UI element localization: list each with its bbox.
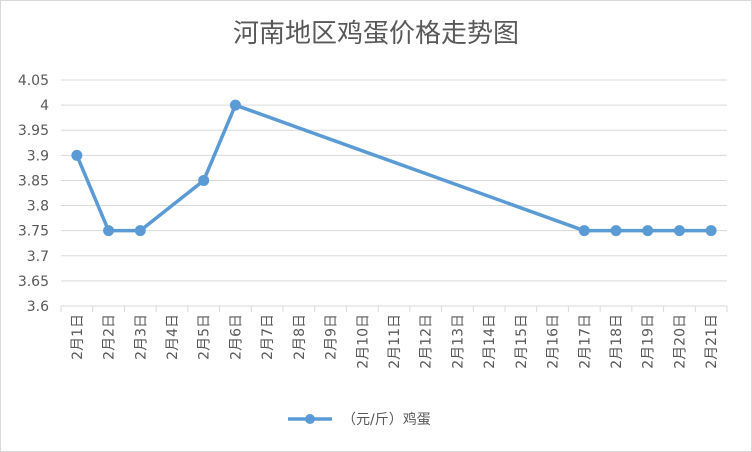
data-point — [229, 99, 241, 111]
x-tick-label: 2月3日 — [133, 314, 149, 360]
x-tick-label: 2月12日 — [419, 314, 435, 369]
x-tick-label: 2月11日 — [387, 314, 403, 369]
y-tick-label: 3.7 — [27, 249, 49, 265]
x-tick-label: 2月21日 — [704, 314, 720, 369]
y-tick-label: 3.85 — [18, 173, 49, 189]
x-tick-label: 2月4日 — [165, 314, 181, 360]
x-tick-label: 2月20日 — [672, 314, 688, 369]
x-tick-label: 2月13日 — [450, 314, 466, 369]
x-tick-label: 2月9日 — [324, 314, 340, 360]
x-tick-label: 2月8日 — [292, 314, 308, 360]
series-line — [75, 103, 712, 233]
x-tick-label: 2月5日 — [197, 314, 213, 360]
data-point — [198, 174, 210, 186]
x-tick-label: 2月15日 — [514, 314, 530, 369]
chart-title: 河南地区鸡蛋价格走势图 — [232, 19, 519, 49]
x-tick-label: 2月19日 — [641, 314, 657, 369]
data-point — [673, 225, 685, 237]
data-point — [610, 225, 622, 237]
legend-label: （元/斤）鸡蛋 — [342, 411, 431, 428]
data-point — [642, 225, 654, 237]
y-tick-label: 4 — [40, 98, 49, 114]
data-point — [134, 225, 146, 237]
gridlines — [60, 79, 728, 312]
x-tick-label: 2月16日 — [546, 314, 562, 369]
data-point — [705, 225, 717, 237]
x-tick-label: 2月6日 — [228, 314, 244, 360]
legend: （元/斤）鸡蛋 — [288, 411, 431, 428]
data-point — [103, 225, 115, 237]
y-axis-tick-labels: 3.6 3.65 3.7 3.75 3.8 3.85 3.9 3.95 4 4.05 — [18, 73, 49, 315]
data-point — [578, 225, 590, 237]
y-tick-label: 3.65 — [18, 274, 49, 290]
x-tick-label: 2月10日 — [355, 314, 371, 369]
x-tick-label: 2月17日 — [577, 314, 593, 369]
y-tick-label: 3.75 — [18, 224, 49, 240]
y-tick-label: 4.05 — [18, 73, 49, 89]
x-tick-label: 2月7日 — [260, 314, 276, 360]
y-tick-label: 3.9 — [27, 148, 49, 164]
x-tick-label: 2月1日 — [70, 314, 86, 360]
x-tick-label: 2月14日 — [482, 314, 498, 369]
data-point — [71, 149, 83, 161]
x-axis-tick-labels: 2月1日 2月2日 2月3日 2月4日 2月5日 2月6日 2月7日 2月8日 2月9日 2月10… — [70, 314, 720, 369]
y-tick-label: 3.8 — [27, 199, 49, 215]
x-tick-label: 2月2日 — [102, 314, 118, 360]
x-tick-label: 2月18日 — [609, 314, 625, 369]
legend-marker-icon — [305, 414, 315, 424]
y-tick-label: 3.95 — [18, 123, 49, 139]
series-layer — [71, 99, 717, 237]
y-tick-label: 3.6 — [27, 299, 49, 315]
